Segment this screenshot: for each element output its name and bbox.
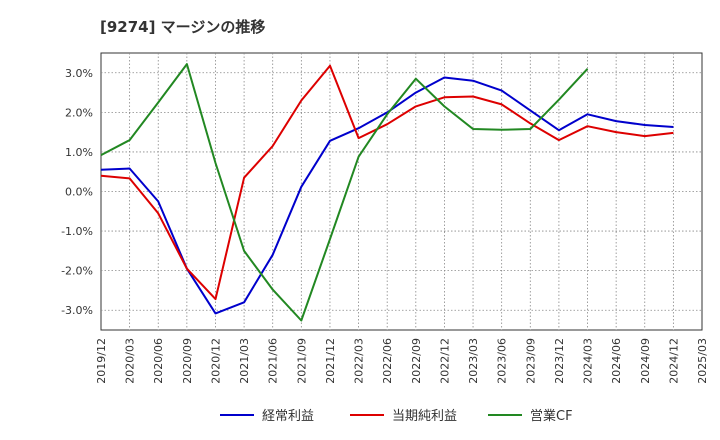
x-tick-label: 2023/06 [496,338,509,384]
y-tick-label: 3.0% [65,67,93,80]
x-tick-label: 2020/03 [124,338,137,384]
plot-area [100,52,703,331]
y-tick-label: 0.0% [65,186,93,199]
legend-label-1: 当期純利益 [392,409,457,424]
x-tick-label: 2022/09 [410,338,423,384]
x-tick-label: 2021/03 [238,338,251,384]
x-tick-label: 2022/03 [353,338,366,384]
series-line-1 [100,64,674,301]
y-tick-label: -3.0% [61,304,93,317]
x-tick-label: 2024/12 [667,338,680,384]
x-tick-label: 2022/06 [381,338,394,384]
x-tick-label: 2024/06 [610,338,623,384]
x-tick-label: 2021/12 [324,338,337,384]
y-axis-ticks: 3.0% 2.0% 1.0% 0.0% -1.0% -2.0% -3.0% [61,67,93,317]
legend-label-2: 営業CF [530,408,573,424]
x-tick-label: 2020/12 [209,338,222,384]
series-line-2 [100,63,589,322]
y-tick-label: 1.0% [65,146,93,159]
legend: 経常利益 当期純利益 営業CF [220,408,573,424]
x-tick-label: 2024/09 [639,338,652,384]
y-tick-label: -1.0% [61,225,93,238]
y-tick-label: 2.0% [65,106,93,119]
x-tick-label: 2021/09 [295,338,308,384]
x-tick-label: 2022/12 [438,338,451,384]
x-tick-label: 2020/06 [152,338,165,384]
plot-grid [100,52,703,331]
x-tick-label: 2025/03 [696,338,709,384]
chart-title: [9274] マージンの推移 [100,18,265,36]
series-line-0 [100,76,674,315]
y-tick-label: -2.0% [61,265,93,278]
x-tick-label: 2023/12 [553,338,566,384]
x-axis-ticks: 2019/12 2020/03 2020/06 2020/09 2020/12 2021/… [95,338,709,384]
x-tick-label: 2024/03 [582,338,595,384]
series-lines [100,63,674,322]
x-tick-label: 2020/09 [181,338,194,384]
x-tick-label: 2023/09 [524,338,537,384]
legend-label-0: 経常利益 [262,409,314,424]
x-tick-label: 2019/12 [95,338,108,384]
x-tick-label: 2023/03 [467,338,480,384]
x-tick-label: 2021/06 [267,338,280,384]
